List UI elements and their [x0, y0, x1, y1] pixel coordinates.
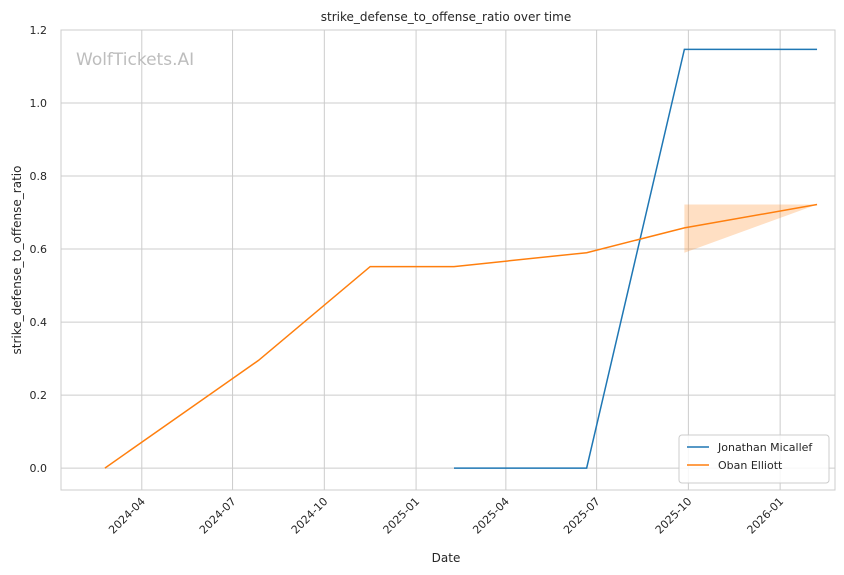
legend-entry: Jonathan Micallef	[717, 441, 813, 454]
legend: Jonathan Micallef Oban Elliott	[678, 434, 830, 484]
y-axis-label: strike_defense_to_offense_ratio	[10, 166, 24, 355]
x-tick-label: 2024-10	[289, 495, 331, 537]
x-tick-label: 2025-04	[470, 495, 512, 537]
y-tick-label: 0.0	[30, 462, 48, 475]
x-tick-labels: 2024-04 2024-07 2024-10 2025-01 2025-04 2025-…	[106, 495, 786, 537]
x-tick-label: 2025-07	[561, 495, 603, 537]
x-tick-label: 2024-07	[197, 495, 239, 537]
legend-box	[678, 434, 830, 484]
y-tick-label: 0.8	[30, 170, 48, 183]
chart-title: strike_defense_to_offense_ratio over tim…	[321, 10, 571, 24]
x-axis-label: Date	[432, 551, 461, 565]
series-band	[684, 204, 818, 253]
x-tick-label: 2025-10	[653, 495, 695, 537]
x-tick-label: 2024-04	[106, 495, 148, 537]
x-tick-label: 2026-01	[745, 495, 787, 537]
legend-entry: Oban Elliott	[718, 459, 783, 472]
y-tick-labels: 0.0 0.2 0.4 0.6 0.8 1.0 1.2	[30, 24, 48, 475]
y-tick-label: 1.2	[30, 24, 48, 37]
y-tick-label: 0.2	[30, 389, 48, 402]
series-line	[453, 48, 818, 469]
series-lines	[104, 48, 818, 469]
y-tick-label: 0.6	[30, 243, 48, 256]
plot-area-frame	[60, 29, 836, 491]
y-tick-label: 1.0	[30, 97, 48, 110]
x-tick-label: 2025-01	[381, 495, 423, 537]
series-line	[104, 203, 818, 469]
grid-lines	[61, 29, 835, 490]
y-tick-label: 0.4	[30, 316, 48, 329]
confidence-bands	[684, 204, 818, 253]
watermark-text: WolfTickets.AI	[76, 50, 194, 70]
